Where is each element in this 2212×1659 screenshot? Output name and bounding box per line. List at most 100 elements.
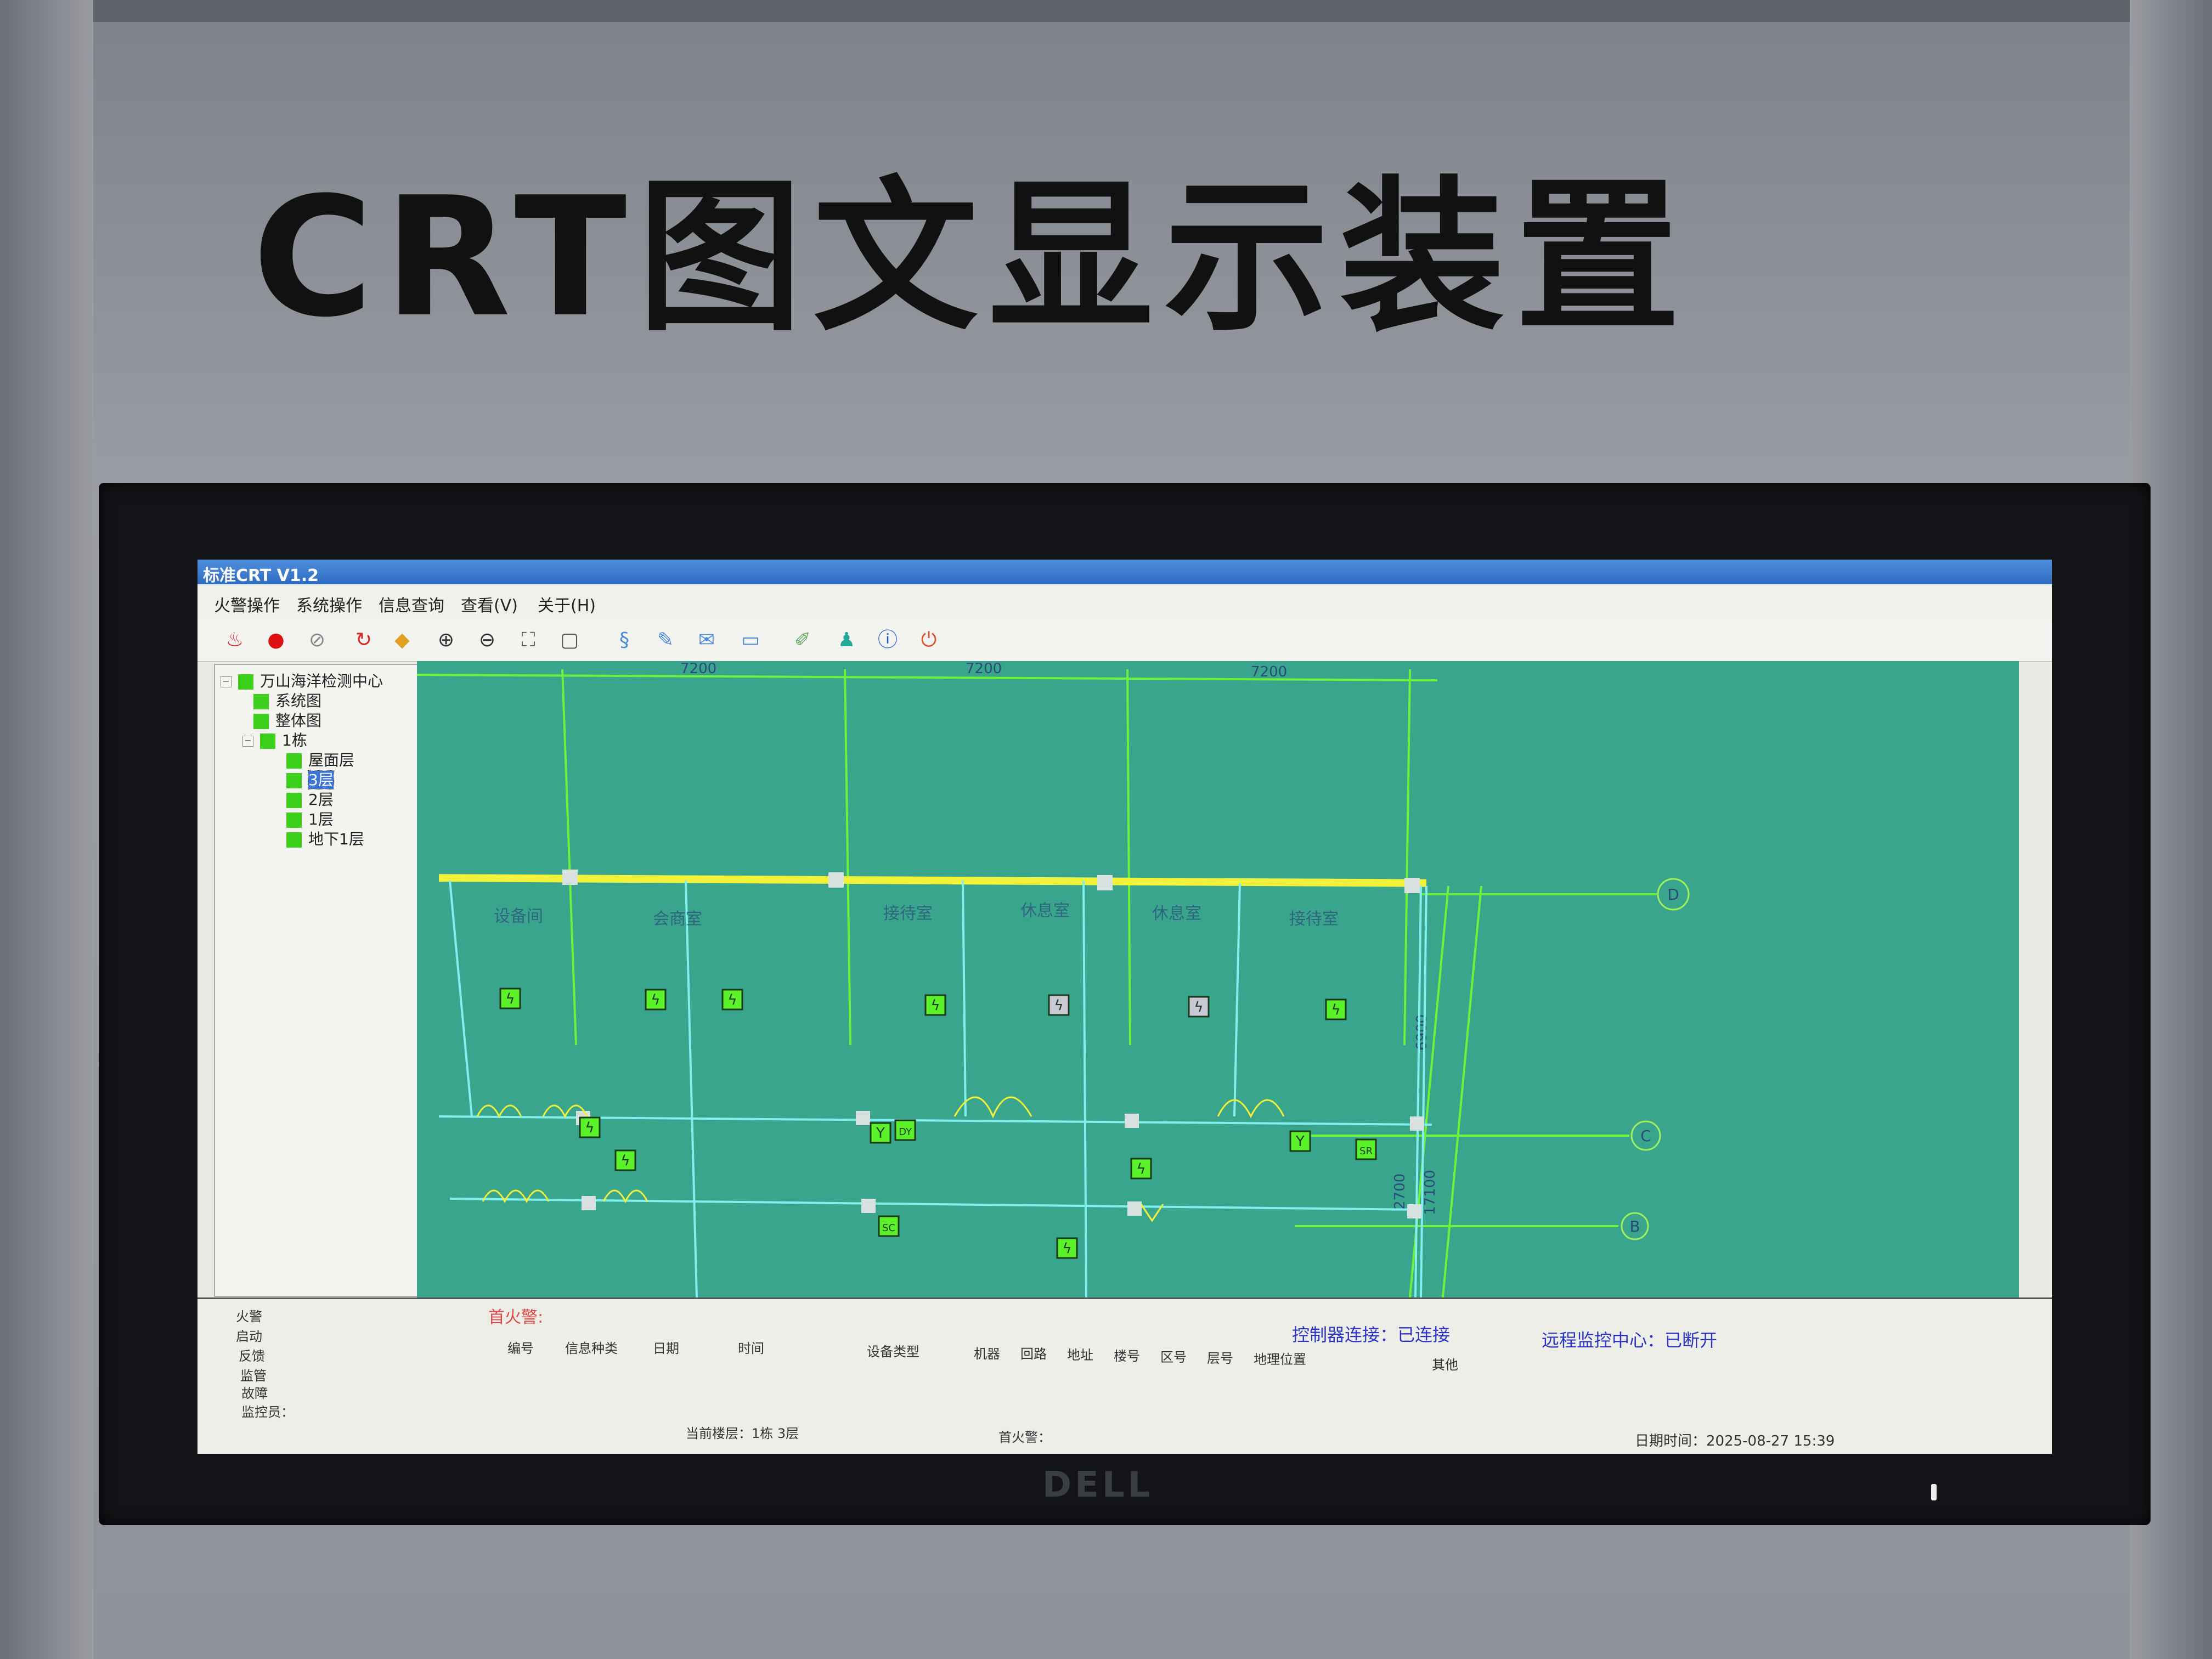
tree-label: 1栋 (282, 731, 307, 749)
stop-icon[interactable]: ● (267, 629, 285, 651)
fit-icon[interactable]: ⛶ (521, 629, 535, 651)
tree-item-floor-2[interactable]: 2层 (286, 788, 334, 809)
dim-right-1: 6900 (1414, 1014, 1430, 1051)
users-icon[interactable]: ♟ (837, 629, 856, 651)
status-icon (253, 694, 269, 709)
operator-label: 监控员： (241, 1404, 294, 1420)
tree-item-system[interactable]: 系统图 (253, 689, 321, 710)
dim-right-2: 2700 (1392, 1173, 1408, 1210)
tab-start[interactable]: 启动 (236, 1329, 262, 1344)
svg-text:ϟ: ϟ (585, 1120, 594, 1136)
folder-icon[interactable]: ◆ (394, 629, 410, 651)
module-icon[interactable]: SR (1355, 1138, 1377, 1160)
event-panel: 火警 启动 反馈 监管 故障 监控员： 首火警: 编号 信息种类 日期 时间 设… (198, 1297, 2052, 1454)
full-extent-icon[interactable]: ▢ (560, 629, 579, 651)
hydrant-icon[interactable]: Y (870, 1122, 891, 1144)
module-icon[interactable]: DY (894, 1119, 916, 1141)
cabinet-left-edge (0, 0, 93, 1659)
status-icon (253, 714, 269, 729)
svg-text:ϟ: ϟ (1062, 1240, 1071, 1257)
floorplan-canvas[interactable]: 7200 7200 7200 6900 2700 17100 D C B (416, 661, 2019, 1298)
axis-c-label: C (1640, 1127, 1651, 1145)
dim-top-3: 7200 (1251, 664, 1287, 680)
tree-root[interactable]: − 万山海洋检测中心 (221, 669, 383, 690)
axis-c-marker (1630, 1120, 1661, 1151)
info-icon[interactable]: ⓘ (877, 629, 898, 651)
dim-top-1: 7200 (680, 661, 716, 677)
tab-feedback[interactable]: 反馈 (239, 1348, 265, 1364)
smoke-detector-icon[interactable]: ϟ (924, 994, 946, 1016)
datetime: 日期时间：2025-08-27 15:39 (1635, 1433, 1835, 1449)
module-icon[interactable]: SC (878, 1215, 900, 1237)
collapse-icon[interactable]: − (221, 676, 232, 687)
tree-item-floor-3[interactable]: 3层 (286, 768, 334, 789)
svg-text:ϟ: ϟ (620, 1153, 630, 1169)
tab-supervision[interactable]: 监管 (240, 1368, 267, 1384)
col-header: 楼号 (1114, 1348, 1140, 1364)
walls (438, 870, 1432, 1298)
menu-view[interactable]: 查看(V) (461, 596, 518, 616)
app-window: 标准CRT V1.2 火警操作 系统操作 信息查询 查看(V) 关于(H) ♨ … (198, 560, 2052, 1454)
tree-item-floor-1[interactable]: 1层 (286, 808, 334, 828)
tree-item-basement-1[interactable]: 地下1层 (286, 827, 364, 848)
fire-alarm-icon[interactable]: ♨ (225, 629, 244, 651)
smoke-detector-icon[interactable]: ϟ (614, 1149, 636, 1171)
room-label: 接待室 (1289, 910, 1339, 929)
zoom-out-icon[interactable]: ⊖ (478, 629, 496, 651)
smoke-detector-icon[interactable]: ϟ (579, 1116, 601, 1138)
tab-fire[interactable]: 火警 (236, 1309, 262, 1324)
col-header: 地址 (1067, 1347, 1093, 1363)
mute-icon[interactable]: ⊘ (308, 629, 326, 651)
tree-item-roof[interactable]: 屋面层 (286, 748, 354, 769)
smoke-detector-icon[interactable]: ϟ (499, 988, 521, 1009)
edit-icon[interactable]: ✎ (657, 629, 674, 651)
svg-text:ϟ: ϟ (651, 992, 660, 1008)
pen-icon[interactable]: ✐ (794, 629, 811, 651)
floorplan-drawing: 7200 7200 7200 6900 2700 17100 D C B (416, 661, 1690, 1298)
cabinet-title: CRT图文显示装置 (252, 162, 1691, 353)
svg-text:SR: SR (1359, 1146, 1373, 1157)
svg-text:ϟ: ϟ (1194, 999, 1203, 1015)
smoke-detector-icon[interactable]: ϟ (645, 989, 667, 1011)
mail-icon[interactable]: ✉ (698, 629, 715, 651)
message-icon[interactable]: ▭ (741, 629, 760, 651)
tree-item-overall[interactable]: 整体图 (253, 709, 322, 730)
menu-fire-ops[interactable]: 火警操作 (214, 596, 280, 616)
svg-text:ϟ: ϟ (1136, 1161, 1146, 1177)
svg-text:ϟ: ϟ (1054, 997, 1063, 1014)
cabinet-top (0, 0, 2212, 22)
axis-markers (1621, 878, 1690, 1240)
tree-item-building-1[interactable]: − 1栋 (242, 729, 307, 749)
menu-about[interactable]: 关于(H) (538, 596, 596, 616)
collapse-icon[interactable]: − (242, 736, 253, 747)
hydrant-icon[interactable]: Y (1289, 1130, 1311, 1152)
svg-text:ϟ: ϟ (727, 992, 737, 1008)
smoke-detector-icon[interactable]: ϟ (721, 989, 743, 1011)
zoom-in-icon[interactable]: ⊕ (437, 629, 455, 651)
exit-icon[interactable]: ⏻ (921, 629, 937, 651)
status-icon (286, 812, 302, 828)
room-label: 会商室 (653, 910, 702, 929)
status-icon (286, 753, 302, 769)
svg-text:Y: Y (1295, 1133, 1305, 1150)
reset-icon[interactable]: ↻ (355, 629, 373, 651)
title-bar: 标准CRT V1.2 (198, 560, 2052, 585)
power-button[interactable] (1931, 1484, 1937, 1500)
room-label: 设备间 (494, 907, 543, 926)
svg-text:SC: SC (882, 1222, 895, 1234)
tree-label: 整体图 (275, 712, 322, 730)
smoke-detector-icon[interactable]: ϟ (1188, 996, 1210, 1018)
tab-fault[interactable]: 故障 (241, 1386, 268, 1401)
room-label: 休息室 (1152, 904, 1201, 923)
controller-status: 控制器连接：已连接 (1292, 1324, 1451, 1345)
query-icon[interactable]: § (619, 629, 629, 651)
smoke-detector-icon[interactable]: ϟ (1048, 994, 1070, 1016)
room-labels: 设备间 会商室 接待室 休息室 休息室 接待室 (494, 901, 1339, 929)
smoke-detector-icon[interactable]: ϟ (1325, 998, 1347, 1020)
col-header: 机器 (974, 1346, 1000, 1362)
smoke-detector-icon[interactable]: ϟ (1130, 1158, 1152, 1180)
smoke-detector-icon[interactable]: ϟ (1056, 1237, 1078, 1259)
menu-info-query[interactable]: 信息查询 (379, 596, 444, 616)
menu-system-ops[interactable]: 系统操作 (296, 596, 362, 616)
